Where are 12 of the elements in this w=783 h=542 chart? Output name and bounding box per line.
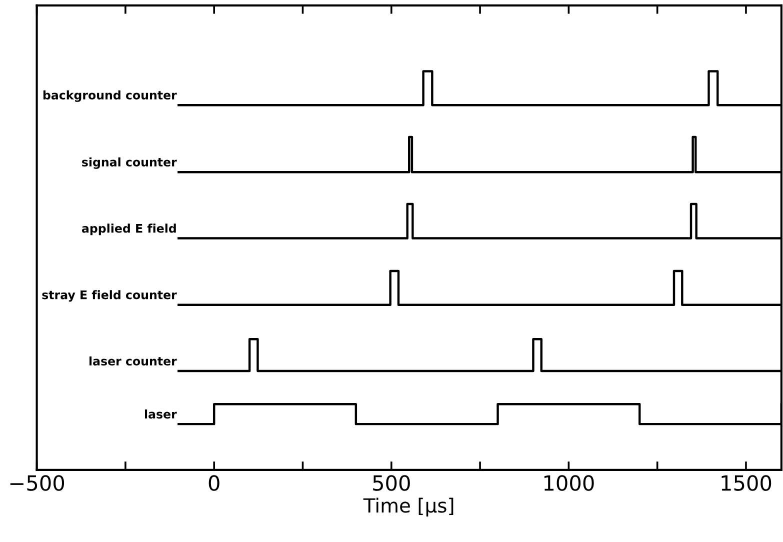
x-tick-label: 0 bbox=[208, 475, 220, 491]
series-label: signal counter bbox=[82, 157, 177, 169]
x-tick-label: 1500 bbox=[722, 475, 772, 491]
x-tick-label: −500 bbox=[10, 475, 64, 491]
series-label: background counter bbox=[43, 90, 177, 102]
x-axis-title: Time [μs] bbox=[363, 498, 454, 517]
x-tick-label: 500 bbox=[373, 475, 410, 491]
series-label: laser bbox=[144, 409, 177, 419]
series-label: laser counter bbox=[89, 356, 177, 366]
x-tick-label: 1000 bbox=[544, 475, 594, 491]
series-label: applied E field bbox=[82, 224, 176, 236]
series-label: stray E field counter bbox=[42, 290, 177, 302]
